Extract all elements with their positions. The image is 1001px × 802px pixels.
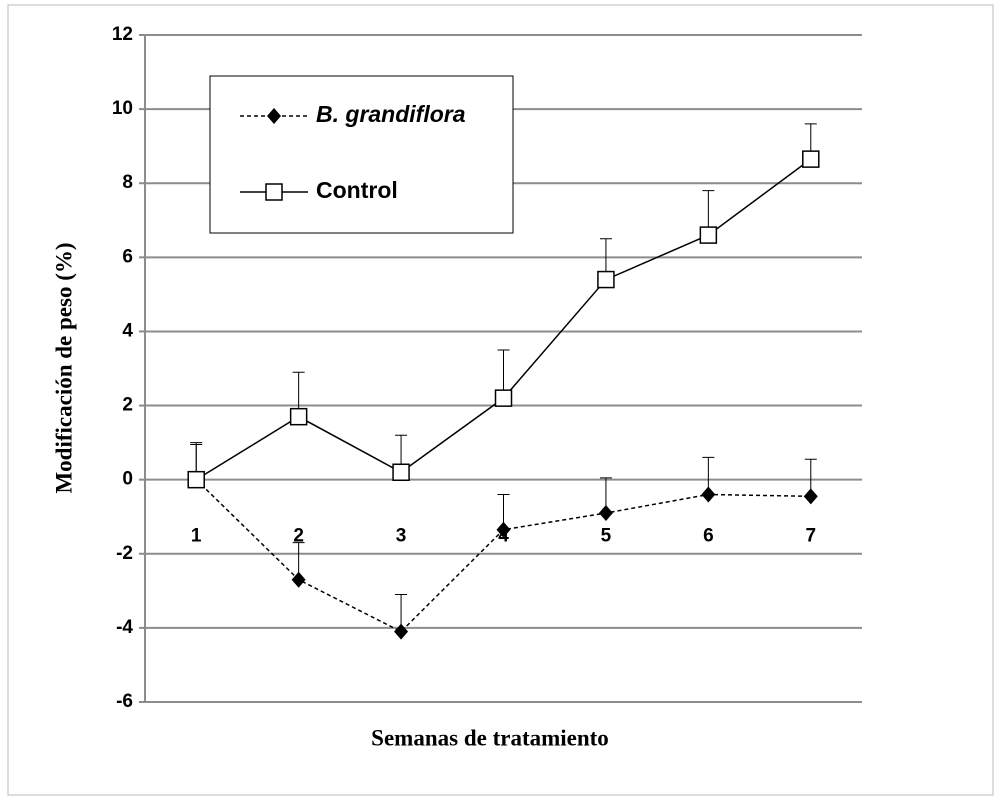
marker (392, 463, 410, 482)
marker (597, 270, 615, 289)
marker (699, 226, 718, 244)
marker (701, 486, 716, 503)
legend-label: B. grandiflora (316, 101, 466, 127)
marker (267, 108, 281, 124)
legend-box (209, 75, 514, 234)
chart-border (7, 4, 994, 796)
y-tick-label: -4 (116, 617, 133, 638)
y-tick-label: 8 (122, 172, 133, 193)
x-tick-label: 6 (703, 526, 714, 547)
y-tick-label: 6 (122, 246, 133, 267)
marker (291, 571, 306, 588)
marker (803, 488, 818, 505)
x-tick-label: 7 (805, 526, 816, 547)
y-tick-label: 0 (122, 469, 133, 490)
series (187, 123, 820, 489)
y-axis-title: Modificación de peso (%) (51, 242, 76, 493)
y-tick-label: -6 (116, 691, 133, 712)
y-tick-label: 12 (112, 24, 133, 45)
marker (802, 150, 820, 168)
marker (494, 389, 513, 407)
legend: B. grandiflora Control (209, 75, 514, 234)
x-tick-label: 3 (396, 526, 407, 547)
x-tick-label: 5 (601, 526, 612, 547)
marker (394, 623, 409, 640)
x-tick-label: 2 (293, 526, 304, 547)
y-tick-label: -2 (116, 543, 133, 564)
y-tick-label: 2 (122, 395, 133, 416)
marker (496, 521, 511, 538)
y-tick-label: 10 (112, 98, 133, 119)
marker (598, 505, 613, 522)
plot (187, 123, 820, 640)
marker (187, 470, 205, 489)
x-tick-label: 1 (191, 526, 202, 547)
legend-label: Control (316, 177, 398, 203)
marker (289, 407, 308, 426)
y-tick-label: 4 (122, 320, 133, 341)
x-axis-title: Semanas de tratamiento (371, 725, 609, 750)
marker (265, 183, 283, 201)
